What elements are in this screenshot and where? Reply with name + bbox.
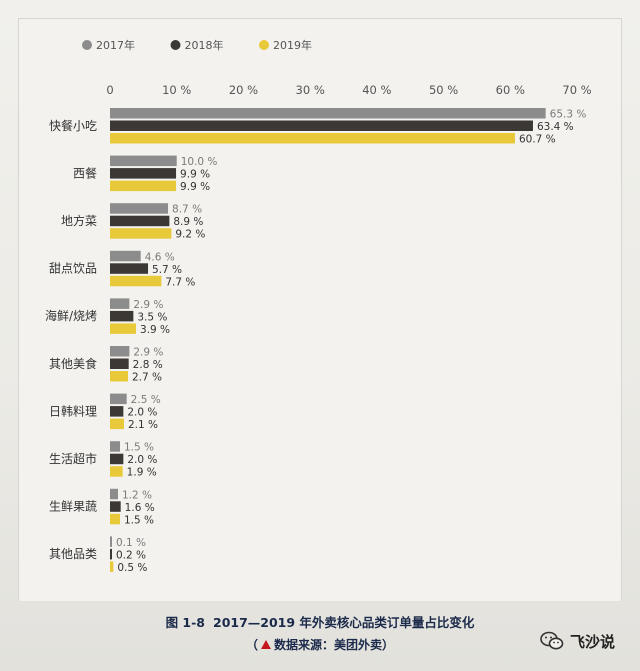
category-label: 地方菜 xyxy=(61,213,97,228)
bar-3 xyxy=(110,466,123,477)
wechat-watermark: 飞沙说 xyxy=(540,628,615,654)
data-label-2: 63.4 % xyxy=(537,121,574,133)
data-label-3: 60.7 % xyxy=(519,134,556,146)
figure-caption: 图 1-8 2017—2019 年外卖核心品类订单量占比变化 xyxy=(0,612,640,631)
legend-marker-2 xyxy=(170,40,181,50)
figure-number: 图 1-8 xyxy=(165,615,205,630)
data-label-1: 10.0 % xyxy=(181,156,218,168)
bar-2 xyxy=(110,453,124,465)
watermark-text: 飞沙说 xyxy=(570,632,616,651)
data-label-2: 0.2 % xyxy=(116,549,146,561)
x-tick-label: 40 % xyxy=(362,83,391,97)
bar-1 xyxy=(110,298,130,309)
bar-2 xyxy=(110,406,124,417)
bar-2 xyxy=(110,548,112,560)
category-label: 西餐 xyxy=(73,165,97,180)
data-label-3: 2.7 % xyxy=(132,372,162,384)
data-label-3: 2.1 % xyxy=(128,419,158,431)
data-label-2: 1.6 % xyxy=(125,502,155,514)
category-label: 生鲜果蔬 xyxy=(49,500,97,514)
source-open-paren: （ xyxy=(245,638,258,652)
data-label-1: 2.9 % xyxy=(133,347,163,359)
bar-2 xyxy=(110,215,170,227)
bar-3 xyxy=(110,561,114,572)
category-label: 日韩料理 xyxy=(49,403,97,418)
figure-title: 2017—2019 年外卖核心品类订单量占比变化 xyxy=(213,615,475,630)
x-tick-label: 10 % xyxy=(162,83,191,97)
data-label-2: 3.5 % xyxy=(137,311,167,323)
legend-label-3: 2019年 xyxy=(273,38,312,52)
x-tick-label: 0 xyxy=(106,83,113,97)
data-label-2: 5.7 % xyxy=(152,264,182,276)
bar-1 xyxy=(110,108,546,119)
x-tick-label: 30 % xyxy=(296,83,325,97)
legend-marker-1 xyxy=(82,40,92,50)
data-source: （ 数据来源：美团外卖） xyxy=(0,636,640,653)
data-label-1: 2.9 % xyxy=(133,299,163,311)
bar-1 xyxy=(110,393,127,405)
data-label-3: 7.7 % xyxy=(165,276,195,288)
data-label-2: 9.9 % xyxy=(180,169,210,181)
x-tick-label: 70 % xyxy=(562,83,591,97)
bar-3 xyxy=(110,180,177,192)
category-label: 海鲜/烧烤 xyxy=(45,308,97,323)
data-label-3: 1.5 % xyxy=(124,514,154,526)
bar-2 xyxy=(110,310,134,322)
data-label-2: 2.0 % xyxy=(127,407,157,419)
bar-3 xyxy=(110,228,172,239)
source-close-paren: ） xyxy=(382,638,395,652)
bar-1 xyxy=(110,441,121,452)
data-label-1: 0.1 % xyxy=(116,537,146,549)
bar-2 xyxy=(110,358,129,369)
bar-2 xyxy=(110,263,149,274)
category-label: 其他品类 xyxy=(49,547,97,561)
legend-label-2: 2018年 xyxy=(185,38,224,52)
wechat-icon xyxy=(540,631,564,651)
data-label-1: 2.5 % xyxy=(131,394,161,406)
bar-2 xyxy=(110,120,533,131)
bar-3 xyxy=(110,513,121,525)
data-label-3: 1.9 % xyxy=(127,467,157,479)
bar-1 xyxy=(110,203,169,214)
data-label-3: 9.2 % xyxy=(175,229,205,241)
category-label: 生活超市 xyxy=(49,451,97,466)
x-tick-label: 20 % xyxy=(229,83,258,97)
bar-3 xyxy=(110,323,137,334)
bar-2 xyxy=(110,501,121,512)
x-tick-label: 60 % xyxy=(496,83,525,97)
x-tick-label: 50 % xyxy=(429,83,458,97)
category-label: 甜点饮品 xyxy=(49,262,97,276)
bar-1 xyxy=(110,155,177,167)
bar-3 xyxy=(110,275,162,287)
data-label-1: 4.6 % xyxy=(145,251,175,263)
bar-1 xyxy=(110,488,119,500)
data-label-3: 0.5 % xyxy=(117,562,147,574)
triangle-icon xyxy=(260,640,271,649)
bar-1 xyxy=(110,250,141,262)
bar-1 xyxy=(110,536,112,547)
bar-chart: 2017年 2018年 2019年 0 10 % 20 % 30 % 40 % 50 % 60 %… xyxy=(45,38,592,574)
data-label-1: 1.5 % xyxy=(124,442,154,454)
source-text: 数据来源：美团外卖 xyxy=(273,638,382,652)
data-label-3: 9.9 % xyxy=(180,181,210,193)
data-label-3: 3.9 % xyxy=(140,324,170,336)
legend-label-1: 2017年 xyxy=(96,38,135,52)
category-label: 快餐小吃 xyxy=(49,118,97,133)
bar-3 xyxy=(110,133,515,144)
category-label: 其他美食 xyxy=(49,356,97,371)
data-label-2: 2.8 % xyxy=(133,359,163,371)
bar-1 xyxy=(110,346,130,357)
data-label-1: 1.2 % xyxy=(122,489,152,501)
data-label-2: 8.9 % xyxy=(173,216,203,228)
bar-3 xyxy=(110,418,125,430)
data-label-1: 8.7 % xyxy=(172,204,202,216)
data-label-1: 65.3 % xyxy=(550,109,587,121)
legend-marker-3 xyxy=(259,40,269,50)
bar-2 xyxy=(110,168,177,179)
bar-3 xyxy=(110,371,129,382)
data-label-2: 2.0 % xyxy=(127,454,157,466)
